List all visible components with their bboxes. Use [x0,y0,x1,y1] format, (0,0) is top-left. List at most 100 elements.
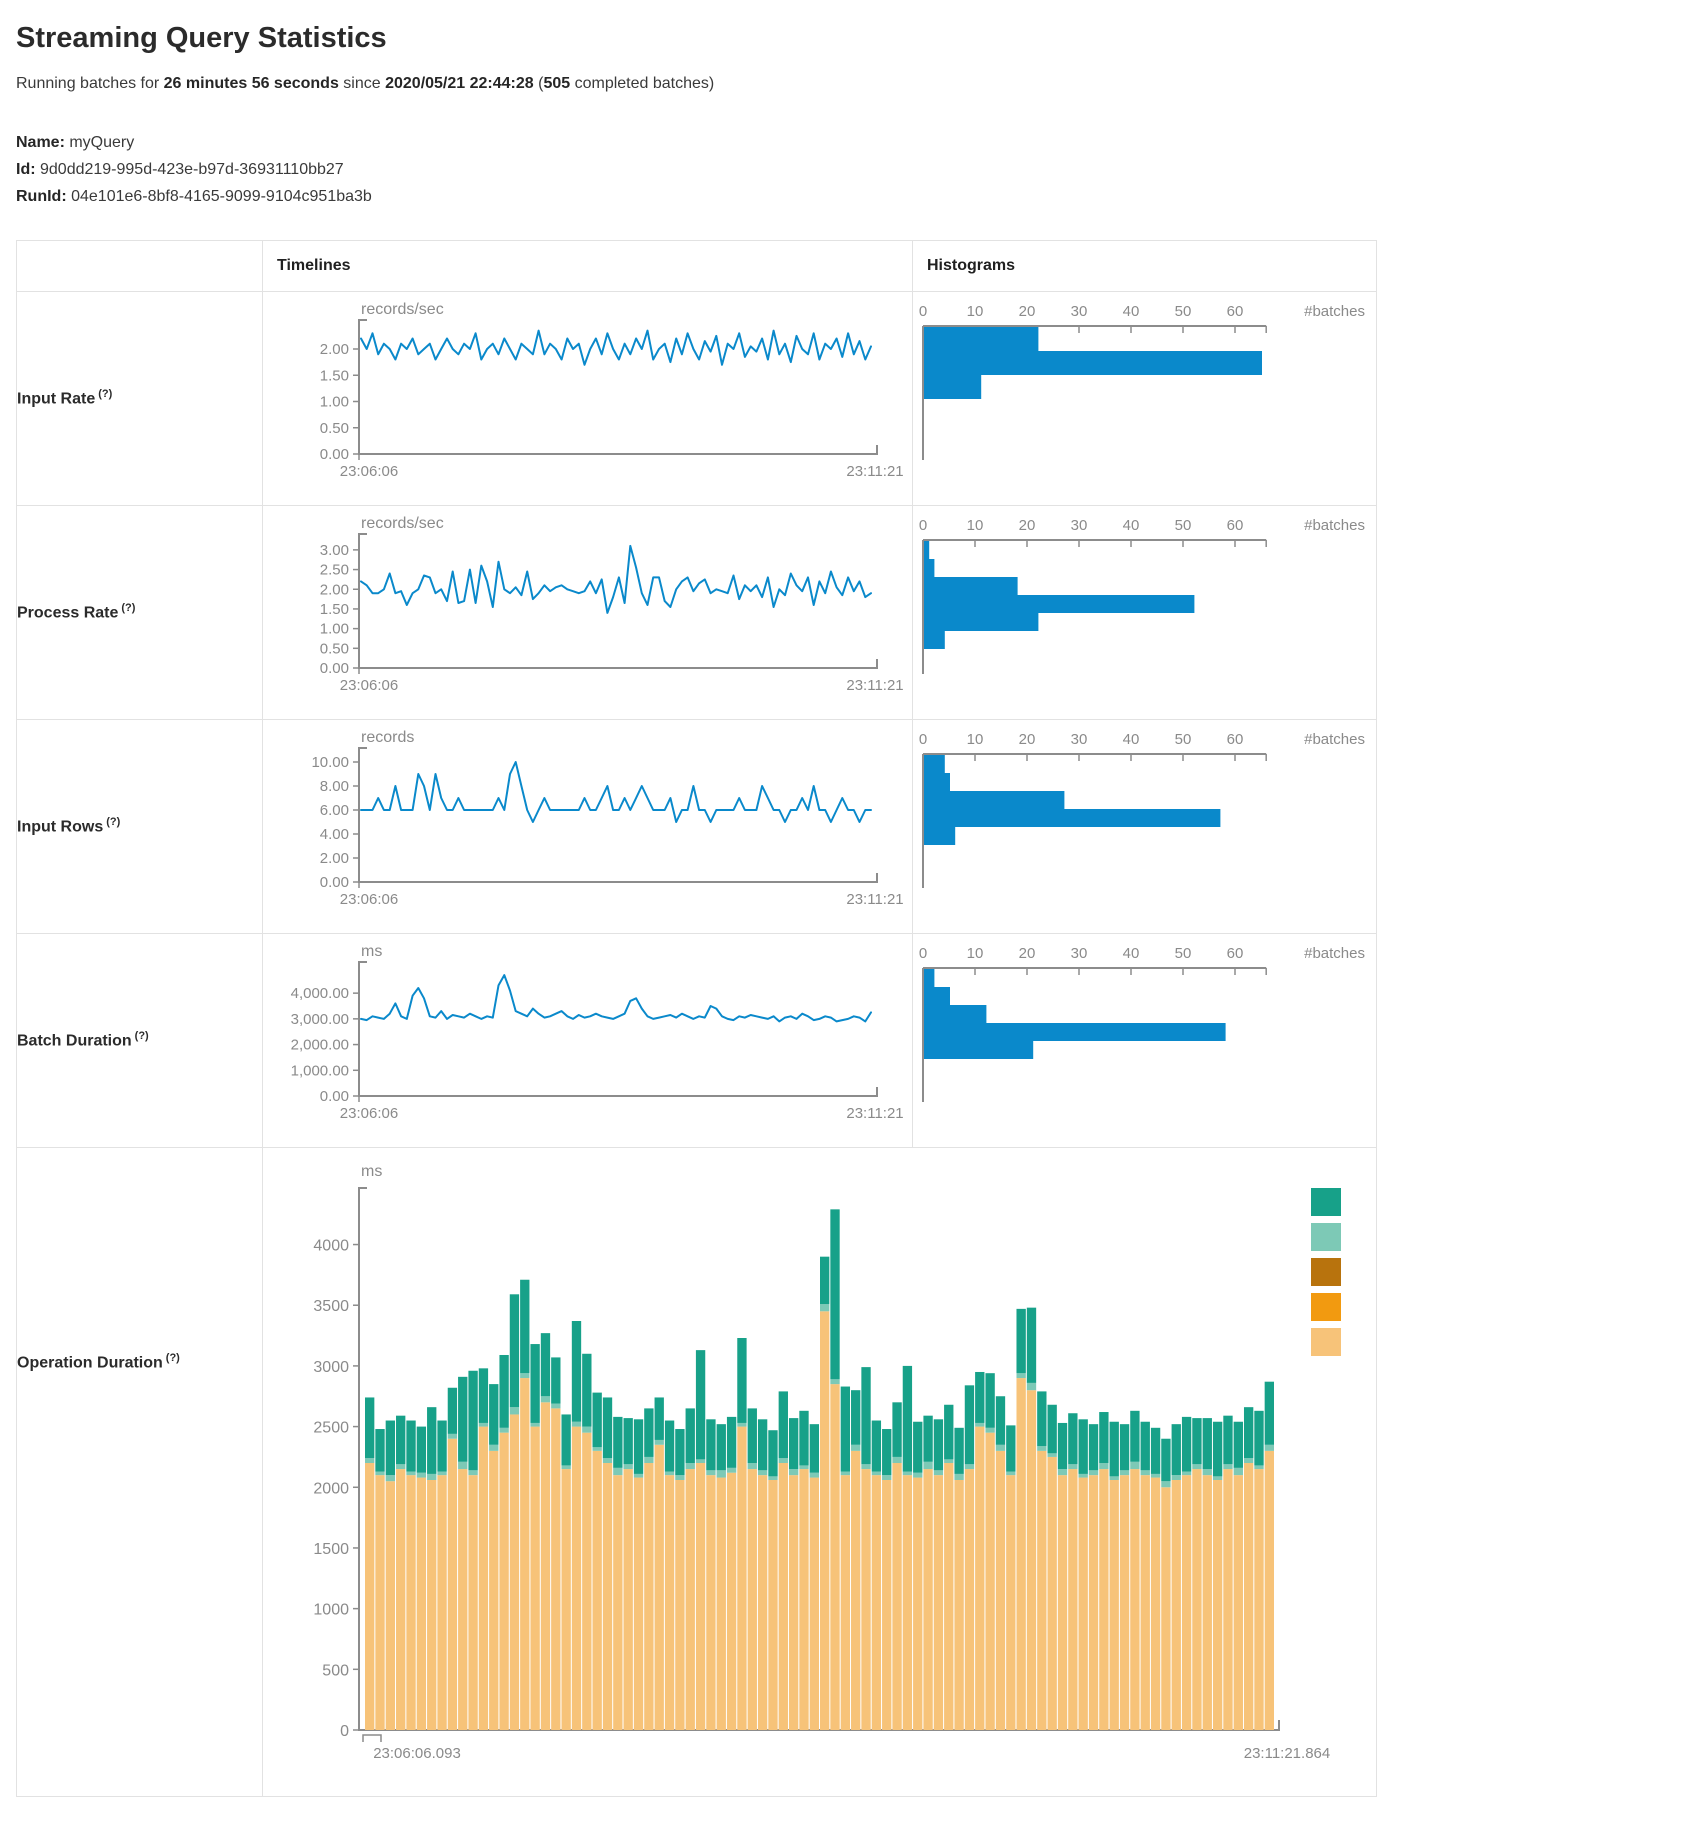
svg-text:50: 50 [1175,517,1192,534]
completed-batches-count: 505 [543,75,571,92]
svg-text:4000: 4000 [313,1238,349,1255]
metric-label-operation-duration: Operation Duration (?) [16,1147,263,1797]
help-icon[interactable]: (?) [165,1351,180,1364]
svg-text:#batches: #batches [1304,517,1365,534]
svg-text:2.50: 2.50 [320,562,349,579]
svg-text:1.50: 1.50 [320,367,349,384]
svg-text:20: 20 [1019,945,1036,962]
legend-swatch-0 [1311,1188,1341,1216]
svg-text:0.50: 0.50 [320,420,349,437]
histogram-cell-input-rows: 0 10 20 30 40 50 60 #batches [912,719,1377,934]
metric-row-input-rows: Input Rows (?) records 0.00 2.00 4.00 6.00 8.00… [16,719,1377,934]
svg-text:40: 40 [1123,945,1140,962]
svg-text:23:11:21.864: 23:11:21.864 [1244,1745,1330,1762]
histogram-chart-input-rows: 0 10 20 30 40 50 60 #batches [919,731,1365,888]
timelines-column-header: Timelines [262,240,913,292]
svg-text:0: 0 [919,303,927,320]
svg-text:40: 40 [1123,303,1140,320]
metric-label-text: Input Rows [17,818,104,836]
metric-label-text: Process Rate [17,604,119,622]
svg-text:23:11:21: 23:11:21 [846,891,903,908]
svg-text:3500: 3500 [313,1298,349,1315]
timeline-chart-batch-duration: ms 0.00 1,000.00 2,000.00 3,000.00 4,000.00 23… [291,943,904,1122]
timeline-chart-process-rate: records/sec 0.00 0.50 1.00 1.50 2.00 2.50 3.00 2… [320,515,904,694]
query-name-label: Name: [16,134,65,151]
metric-column-header [16,240,263,292]
svg-text:23:06:06: 23:06:06 [340,677,398,694]
operation-duration-legend [1311,1188,1341,1356]
timeline-chart-input-rate: records/sec 0.00 0.50 1.00 1.50 2.00 23:06:06 2… [320,301,904,480]
svg-text:6.00: 6.00 [320,802,349,819]
histogram-cell-batch-duration: 0 10 20 30 40 50 60 #batches [912,933,1377,1148]
help-icon[interactable]: (?) [134,1030,149,1043]
help-icon[interactable]: (?) [121,602,136,615]
svg-text:0: 0 [919,731,927,748]
running-batches-line: Running batches for 26 minutes 56 second… [16,75,1693,93]
svg-text:60: 60 [1227,945,1244,962]
svg-text:0.00: 0.00 [320,1088,349,1105]
legend-swatch-1 [1311,1223,1341,1251]
svg-text:2000: 2000 [313,1480,349,1497]
metric-label-process-rate: Process Rate (?) [16,505,263,720]
legend-swatch-2 [1311,1258,1341,1286]
svg-text:10: 10 [967,303,984,320]
query-runid-label: RunId: [16,188,67,205]
svg-text:8.00: 8.00 [320,778,349,795]
legend-swatch-3 [1311,1293,1341,1321]
histogram-chart-input-rate: 0 10 20 30 40 50 60 #batches [919,303,1365,460]
legend-swatch-4 [1311,1328,1341,1356]
svg-text:2.00: 2.00 [320,581,349,598]
svg-text:23:06:06.093: 23:06:06.093 [373,1745,461,1762]
running-duration: 26 minutes 56 seconds [163,75,339,92]
svg-text:500: 500 [322,1662,349,1679]
svg-text:23:11:21: 23:11:21 [846,463,903,480]
statistics-table: Timelines Histograms Input Rate (?) record… [16,240,1377,1797]
svg-text:23:06:06: 23:06:06 [340,463,398,480]
svg-text:20: 20 [1019,303,1036,320]
timeline-cell-input-rows: records 0.00 2.00 4.00 6.00 8.00 10.00 23:06:06… [262,719,913,934]
since-word: since [338,75,386,92]
metric-label-input-rows: Input Rows (?) [16,719,263,934]
paren-open: ( [533,75,544,92]
svg-text:50: 50 [1175,731,1192,748]
metric-label-batch-duration: Batch Duration (?) [16,933,263,1148]
svg-text:0.00: 0.00 [320,660,349,677]
timeline-cell-batch-duration: ms 0.00 1,000.00 2,000.00 3,000.00 4,000.00 23… [262,933,913,1148]
svg-text:1.50: 1.50 [320,601,349,618]
svg-text:3,000.00: 3,000.00 [291,1011,349,1028]
svg-text:records: records [361,729,414,746]
svg-text:0: 0 [340,1723,349,1740]
svg-text:2,000.00: 2,000.00 [291,1037,349,1054]
timeline-cell-input-rate: records/sec 0.00 0.50 1.00 1.50 2.00 23:06:06 2… [262,291,913,506]
svg-text:#batches: #batches [1304,731,1365,748]
metric-label-input-rate: Input Rate (?) [16,291,263,506]
histogram-cell-input-rate: 0 10 20 30 40 50 60 #batches [912,291,1377,506]
completed-batches-suffix: completed batches) [570,75,715,92]
svg-text:0.00: 0.00 [320,446,349,463]
stacked-chart-cell-operation-duration: ms 0 500 1000 1500 2000 2500 3000 3500 4000 23:06:… [262,1147,1377,1797]
timeline-chart-input-rows: records 0.00 2.00 4.00 6.00 8.00 10.00 23:06:06… [311,729,903,908]
query-name-line: Name: myQuery [16,129,1693,156]
page-title: Streaming Query Statistics [16,22,387,54]
svg-text:23:06:06: 23:06:06 [340,1105,398,1122]
svg-text:2500: 2500 [313,1420,349,1437]
svg-text:30: 30 [1071,731,1088,748]
svg-text:0.00: 0.00 [320,874,349,891]
svg-text:#batches: #batches [1304,945,1365,962]
svg-text:0: 0 [919,945,927,962]
help-icon[interactable]: (?) [98,388,113,401]
svg-text:1.00: 1.00 [320,621,349,638]
svg-text:23:06:06: 23:06:06 [340,891,398,908]
metric-row-operation-duration: Operation Duration (?) ms 0 500 1000 1500 2000 2… [16,1147,1377,1797]
svg-text:40: 40 [1123,517,1140,534]
histograms-column-header: Histograms [912,240,1377,292]
svg-text:50: 50 [1175,303,1192,320]
svg-text:60: 60 [1227,303,1244,320]
svg-text:ms: ms [361,943,382,960]
svg-text:3000: 3000 [313,1359,349,1376]
svg-text:10: 10 [967,945,984,962]
svg-text:1.00: 1.00 [320,394,349,411]
help-icon[interactable]: (?) [106,816,121,829]
svg-text:50: 50 [1175,945,1192,962]
